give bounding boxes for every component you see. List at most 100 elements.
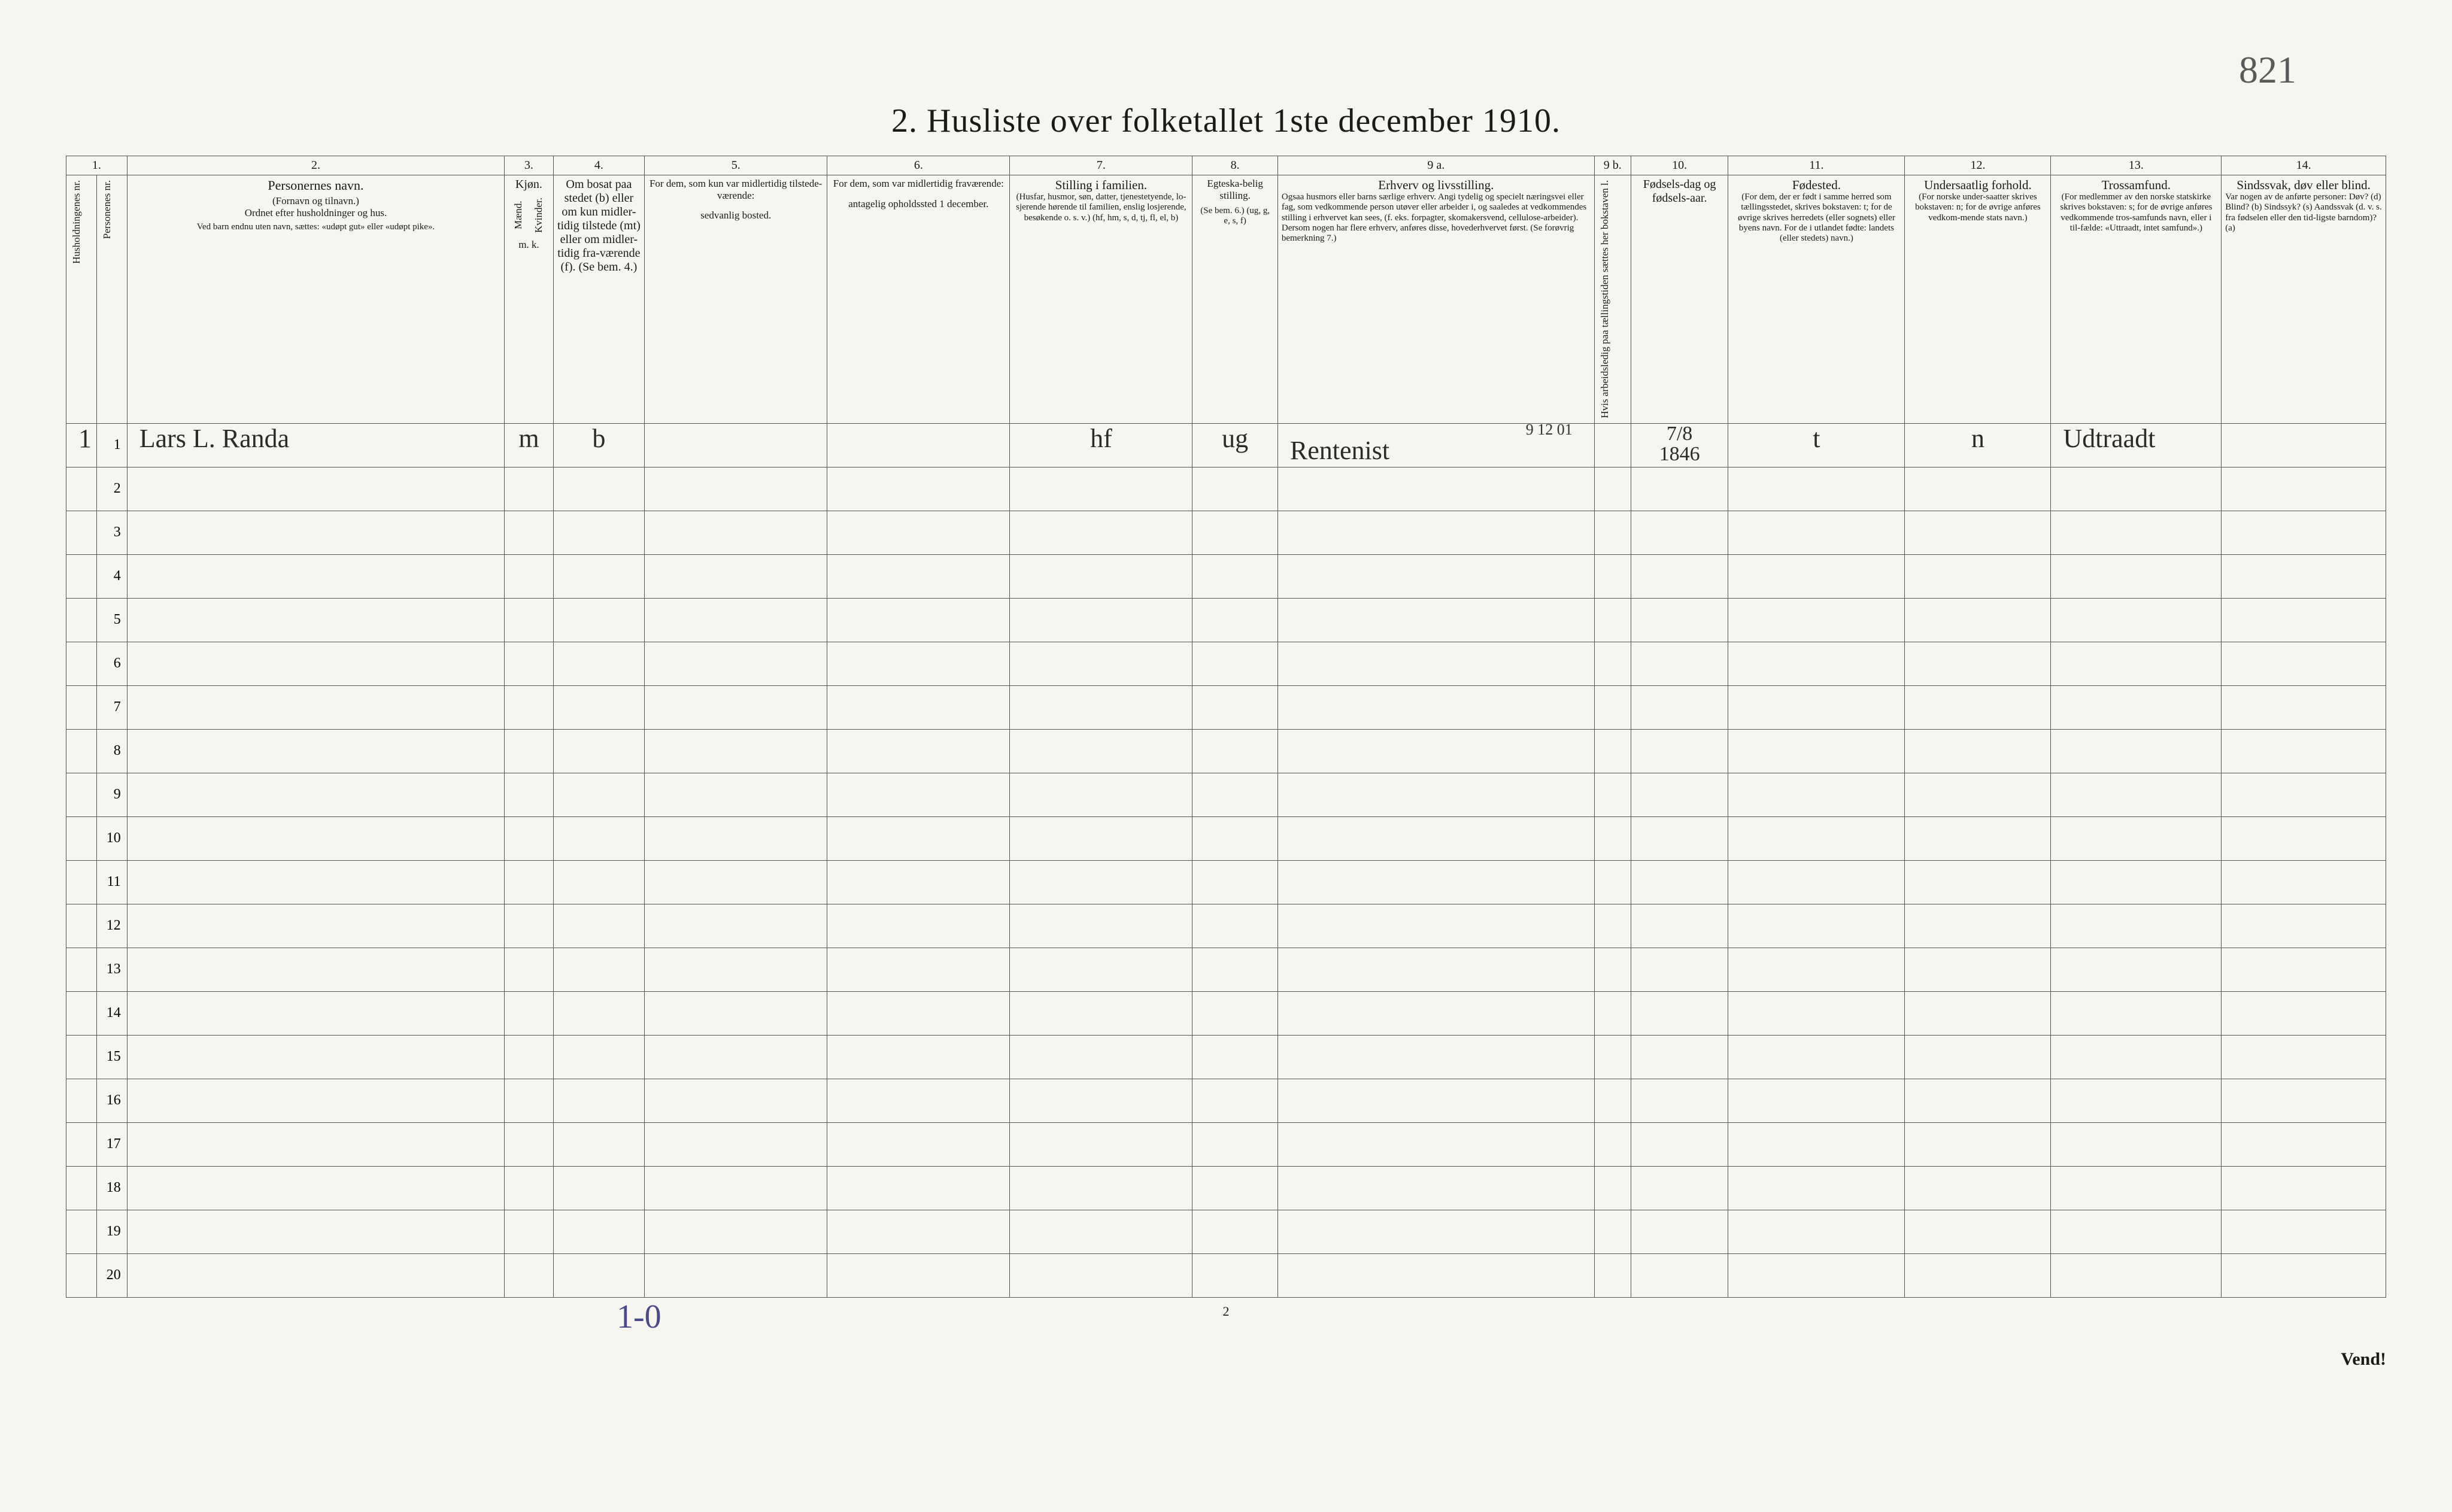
- empty-cell: [1728, 773, 1905, 816]
- empty-cell: [127, 1253, 505, 1297]
- empty-cell: [1192, 816, 1277, 860]
- empty-cell: [1594, 1253, 1631, 1297]
- empty-cell: 16: [96, 1079, 127, 1122]
- empty-cell: [1010, 860, 1192, 904]
- empty-cell: [2222, 642, 2386, 685]
- empty-cell: [827, 685, 1010, 729]
- hdr-sex-k: Kvinder.: [532, 195, 546, 235]
- empty-cell: [1010, 467, 1192, 511]
- cell-occupation: 9 12 01 Rentenist: [1277, 423, 1594, 467]
- empty-cell: [827, 1122, 1010, 1166]
- empty-cell: [1010, 598, 1192, 642]
- empty-cell: [645, 642, 827, 685]
- empty-cell: [66, 554, 97, 598]
- empty-cell: [1594, 1035, 1631, 1079]
- cell-c6: [827, 423, 1010, 467]
- empty-cell: [2222, 904, 2386, 948]
- empty-cell: 8: [96, 729, 127, 773]
- hdr-disability: Sindssvak, døv eller blind. Var nogen av…: [2222, 175, 2386, 424]
- table-row: 3: [66, 511, 2386, 554]
- empty-cell: [505, 467, 553, 511]
- empty-cell: 19: [96, 1210, 127, 1253]
- empty-cell: 4: [96, 554, 127, 598]
- empty-cell: [645, 1166, 827, 1210]
- empty-cell: [827, 1035, 1010, 1079]
- empty-cell: [1728, 816, 1905, 860]
- empty-cell: [1192, 1079, 1277, 1122]
- empty-cell: [1010, 1035, 1192, 1079]
- empty-cell: 10: [96, 816, 127, 860]
- empty-cell: [1594, 554, 1631, 598]
- empty-cell: [505, 948, 553, 991]
- hdr-occupation: Erhverv og livsstilling. Ogsaa husmors e…: [1277, 175, 1594, 424]
- empty-cell: [645, 598, 827, 642]
- empty-cell: [505, 1210, 553, 1253]
- empty-cell: [1728, 948, 1905, 991]
- empty-cell: 7: [96, 685, 127, 729]
- empty-cell: [2222, 685, 2386, 729]
- empty-cell: [505, 685, 553, 729]
- empty-cell: [553, 773, 645, 816]
- colnum-9b: 9 b.: [1594, 156, 1631, 175]
- hdr-household-no: Husholdningenes nr.: [66, 175, 97, 424]
- empty-cell: [66, 1122, 97, 1166]
- empty-cell: [66, 467, 97, 511]
- empty-cell: [505, 598, 553, 642]
- data-body: 1 1 Lars L. Randa m b hf ug 9 12 01 Rent…: [66, 423, 2386, 1297]
- empty-cell: [2222, 1079, 2386, 1122]
- empty-cell: [1277, 948, 1594, 991]
- empty-cell: [1277, 685, 1594, 729]
- empty-cell: [1631, 554, 1728, 598]
- empty-cell: [1010, 729, 1192, 773]
- corner-annotation: 821: [2239, 48, 2296, 92]
- empty-cell: [505, 860, 553, 904]
- empty-cell: [1728, 554, 1905, 598]
- empty-cell: [2222, 598, 2386, 642]
- table-row: 15: [66, 1035, 2386, 1079]
- empty-cell: [1905, 860, 2051, 904]
- empty-cell: [505, 1122, 553, 1166]
- empty-cell: [645, 1122, 827, 1166]
- empty-cell: [505, 1166, 553, 1210]
- empty-cell: [505, 729, 553, 773]
- empty-cell: [2222, 554, 2386, 598]
- empty-cell: [553, 729, 645, 773]
- empty-cell: [66, 904, 97, 948]
- empty-cell: [127, 816, 505, 860]
- empty-cell: [127, 685, 505, 729]
- empty-cell: [2051, 685, 2222, 729]
- empty-cell: [1728, 467, 1905, 511]
- empty-cell: [1277, 904, 1594, 948]
- hdr-sex-m: Mænd.: [512, 195, 526, 235]
- empty-cell: [1905, 642, 2051, 685]
- table-row: 14: [66, 991, 2386, 1035]
- empty-cell: [1277, 598, 1594, 642]
- empty-cell: [2051, 1166, 2222, 1210]
- empty-cell: [1905, 554, 2051, 598]
- empty-cell: [2222, 729, 2386, 773]
- empty-cell: 9: [96, 773, 127, 816]
- empty-cell: [2051, 511, 2222, 554]
- empty-cell: [1728, 1122, 1905, 1166]
- empty-cell: [1192, 1253, 1277, 1297]
- empty-cell: 3: [96, 511, 127, 554]
- table-row: 12: [66, 904, 2386, 948]
- empty-cell: 17: [96, 1122, 127, 1166]
- empty-cell: [2051, 1035, 2222, 1079]
- table-row: 5: [66, 598, 2386, 642]
- empty-cell: [1594, 816, 1631, 860]
- empty-cell: [1905, 1122, 2051, 1166]
- table-row: 8: [66, 729, 2386, 773]
- table-row: 7: [66, 685, 2386, 729]
- empty-cell: [1905, 1079, 2051, 1122]
- hdr-name: Personernes navn. (Fornavn og tilnavn.) …: [127, 175, 505, 424]
- empty-cell: [1010, 773, 1192, 816]
- empty-cell: [2222, 948, 2386, 991]
- empty-cell: [66, 948, 97, 991]
- empty-cell: [1631, 598, 1728, 642]
- empty-cell: [2222, 1210, 2386, 1253]
- colnum-1: 1.: [66, 156, 128, 175]
- empty-cell: [2051, 904, 2222, 948]
- empty-cell: [827, 860, 1010, 904]
- empty-cell: [645, 1079, 827, 1122]
